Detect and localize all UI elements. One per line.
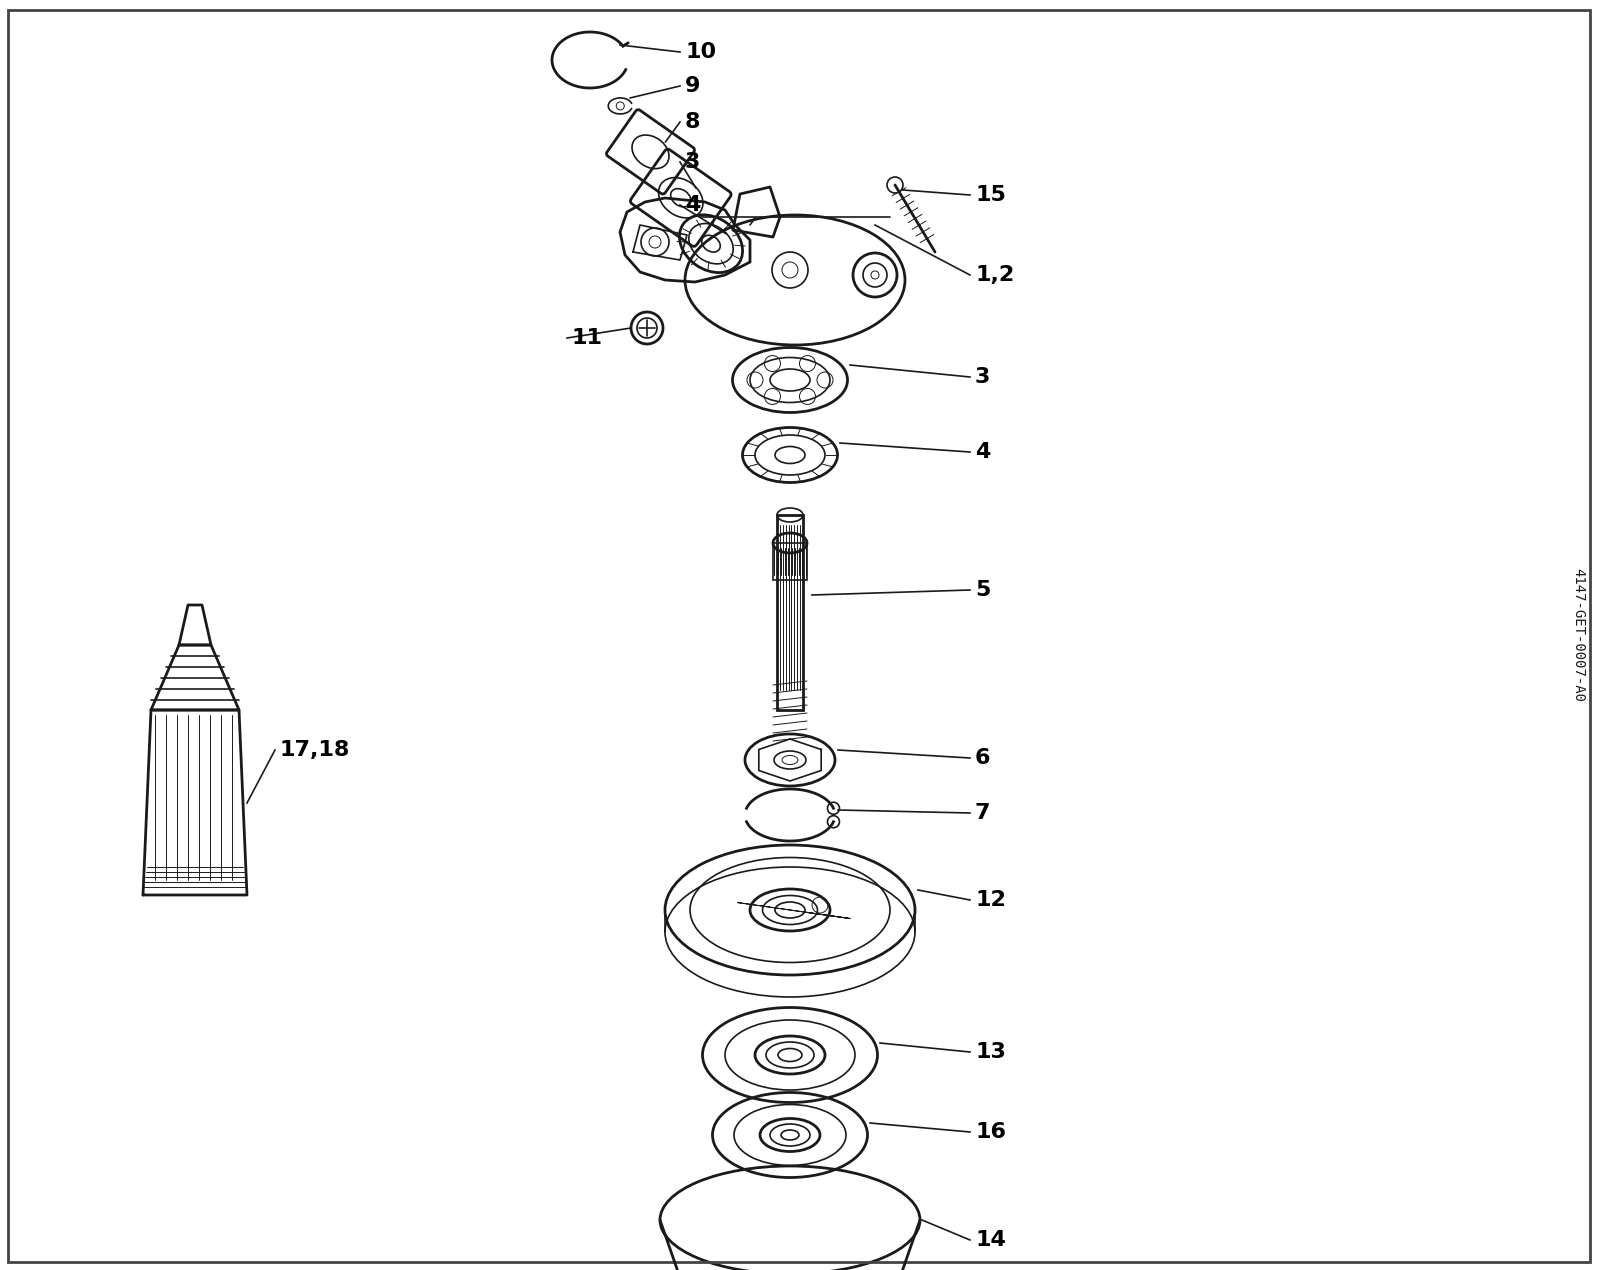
Text: 12: 12 bbox=[974, 890, 1006, 911]
Text: 3: 3 bbox=[974, 367, 990, 387]
Text: 6: 6 bbox=[974, 748, 990, 768]
Text: 4147-GET-0007-A0: 4147-GET-0007-A0 bbox=[1571, 568, 1586, 702]
Text: 8: 8 bbox=[685, 112, 701, 132]
Text: 9: 9 bbox=[685, 76, 701, 97]
Text: 11: 11 bbox=[573, 328, 603, 348]
Bar bbox=[773, 544, 806, 580]
Text: 7: 7 bbox=[974, 803, 990, 823]
Text: 10: 10 bbox=[685, 42, 717, 62]
Text: 13: 13 bbox=[974, 1041, 1006, 1062]
Text: 4: 4 bbox=[974, 442, 990, 462]
Text: 1,2: 1,2 bbox=[974, 265, 1014, 284]
Text: 5: 5 bbox=[974, 580, 990, 599]
Text: 16: 16 bbox=[974, 1121, 1006, 1142]
Text: 15: 15 bbox=[974, 185, 1006, 204]
Text: 3: 3 bbox=[685, 152, 701, 171]
Text: 4: 4 bbox=[685, 196, 701, 215]
Text: 14: 14 bbox=[974, 1231, 1006, 1250]
Text: 17,18: 17,18 bbox=[280, 740, 350, 759]
Bar bbox=[778, 516, 803, 710]
